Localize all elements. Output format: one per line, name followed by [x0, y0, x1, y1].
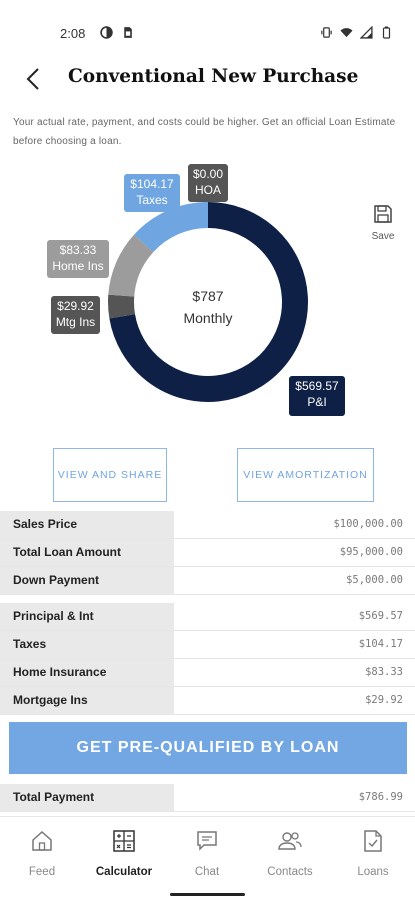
nav-label: Loans	[357, 866, 389, 878]
nav-item-chat[interactable]: Chat	[166, 829, 248, 878]
row-value: $100,000.00	[333, 518, 403, 530]
pi-tag-label: P&I	[307, 395, 327, 409]
row-value: $104.17	[358, 638, 403, 650]
row-label: Total Loan Amount	[0, 539, 174, 566]
total-payment-table: Total Payment $786.99	[0, 784, 415, 812]
nav-label: Chat	[194, 866, 220, 878]
contacts-icon	[278, 832, 302, 850]
signal-icon	[360, 26, 373, 39]
nav-item-contacts[interactable]: Contacts	[249, 829, 331, 878]
pi-tag-amount: $569.57	[295, 379, 339, 393]
loan-summary-table: Sales Price $100,000.00 Total Loan Amoun…	[0, 511, 415, 595]
taxes-tag-label: Taxes	[136, 193, 168, 207]
table-row: Principal & Int $569.57	[0, 603, 415, 631]
disclaimer-text: Your actual rate, payment, and costs cou…	[13, 117, 396, 147]
row-value: $95,000.00	[339, 546, 403, 558]
action-buttons: VIEW AND SHARE VIEW AMORTIZATION	[0, 448, 415, 504]
hoa-tag-label: HOA	[194, 183, 221, 197]
nav-item-calculator[interactable]: Calculator	[83, 829, 165, 878]
calculator-icon	[113, 830, 135, 852]
home-icon	[32, 830, 52, 851]
row-value: $569.57	[358, 610, 403, 622]
vibrate-icon	[321, 27, 332, 38]
sim-card-icon	[124, 27, 132, 38]
home-ins-tag-label: Home Ins	[52, 259, 104, 273]
status-bar: 2:08	[0, 0, 415, 58]
nav-item-loans[interactable]: Loans	[332, 829, 414, 878]
row-label: Down Payment	[0, 567, 174, 594]
nav-label: Feed	[28, 866, 56, 878]
row-label: Mortgage Ins	[0, 687, 174, 714]
home-indicator	[170, 893, 245, 896]
battery-icon	[382, 26, 391, 39]
hoa-tag-amount: $0.00	[192, 167, 224, 181]
mtg-ins-tag: $29.92 Mtg Ins	[51, 296, 100, 334]
row-value: $5,000.00	[346, 574, 403, 586]
row-value: $83.33	[365, 666, 403, 678]
nav-label: Contacts	[267, 866, 313, 878]
table-row: Mortgage Ins $29.92	[0, 687, 415, 715]
donut-svg	[108, 202, 308, 402]
row-label: Home Insurance	[0, 659, 174, 686]
table-row: Total Loan Amount $95,000.00	[0, 539, 415, 567]
get-prequalified-button[interactable]: GET PRE-QUALIFIED BY LOAN	[9, 722, 407, 774]
donut-segment-p-i	[109, 202, 308, 402]
row-label: Sales Price	[0, 511, 174, 538]
mtg-ins-tag-amount: $29.92	[57, 299, 94, 313]
view-and-share-button[interactable]: VIEW AND SHARE	[53, 448, 167, 502]
pi-tag: $569.57 P&I	[289, 376, 345, 416]
monthly-amount: $787	[192, 288, 224, 304]
document-check-icon	[364, 830, 382, 852]
table-row: Total Payment $786.99	[0, 784, 415, 812]
row-label: Taxes	[0, 631, 174, 658]
taxes-tag: $104.17 Taxes	[124, 174, 180, 212]
table-row: Sales Price $100,000.00	[0, 511, 415, 539]
save-icon	[374, 205, 392, 223]
nav-item-feed[interactable]: Feed	[1, 829, 83, 878]
back-button[interactable]	[18, 62, 48, 96]
view-amortization-button[interactable]: VIEW AMORTIZATION	[237, 448, 374, 502]
donut-segment-mtg-ins	[108, 294, 136, 319]
hoa-tag: $0.00 HOA	[188, 164, 228, 202]
table-row: Down Payment $5,000.00	[0, 567, 415, 595]
payment-breakdown-table: Principal & Int $569.57 Taxes $104.17 Ho…	[0, 603, 415, 715]
circle-half-icon	[100, 26, 113, 39]
wifi-icon	[340, 28, 353, 38]
home-ins-tag: $83.33 Home Ins	[47, 240, 109, 278]
mtg-ins-tag-label: Mtg Ins	[55, 315, 96, 329]
row-value: $786.99	[358, 791, 403, 803]
table-row: Home Insurance $83.33	[0, 659, 415, 687]
row-label: Principal & Int	[0, 603, 174, 630]
chevron-left-icon	[26, 68, 39, 90]
donut-segment-taxes	[134, 202, 209, 253]
page-title: Conventional New Purchase	[68, 66, 359, 87]
chat-icon	[197, 831, 217, 851]
row-value: $29.92	[365, 694, 403, 706]
save-label: Save	[371, 231, 395, 242]
taxes-tag-amount: $104.17	[130, 177, 174, 191]
row-label: Total Payment	[0, 784, 174, 811]
header: Conventional New Purchase	[0, 58, 415, 100]
monthly-label: Monthly	[183, 310, 233, 326]
bottom-nav: Feed Calculator Chat Contacts Loans	[0, 816, 415, 900]
nav-label: Calculator	[95, 866, 153, 878]
table-row: Taxes $104.17	[0, 631, 415, 659]
status-time: 2:08	[60, 26, 86, 41]
home-ins-tag-amount: $83.33	[59, 243, 97, 257]
save-button[interactable]: Save	[366, 204, 400, 244]
donut-segment-home-ins	[108, 234, 154, 298]
payment-breakdown-chart: $787 Monthly $569.57 P&I $104.17 Taxes $…	[0, 160, 415, 450]
